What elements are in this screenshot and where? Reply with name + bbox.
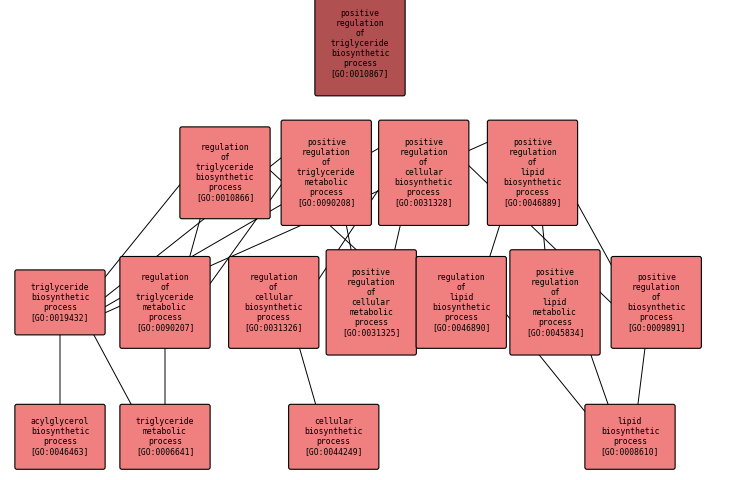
FancyBboxPatch shape — [379, 120, 469, 226]
Text: regulation
of
lipid
biosynthetic
process
[GO:0046890]: regulation of lipid biosynthetic process… — [432, 273, 490, 332]
FancyBboxPatch shape — [611, 256, 701, 348]
Text: positive
regulation
of
biosynthetic
process
[GO:0009891]: positive regulation of biosynthetic proc… — [627, 273, 686, 332]
Text: regulation
of
triglyceride
metabolic
process
[GO:0090207]: regulation of triglyceride metabolic pro… — [136, 273, 194, 332]
Text: triglyceride
biosynthetic
process
[GO:0019432]: triglyceride biosynthetic process [GO:00… — [31, 283, 89, 322]
FancyBboxPatch shape — [315, 0, 405, 96]
FancyBboxPatch shape — [416, 256, 506, 348]
Text: positive
regulation
of
triglyceride
metabolic
process
[GO:0090208]: positive regulation of triglyceride meta… — [297, 138, 356, 207]
Text: positive
regulation
of
cellular
biosynthetic
process
[GO:0031328]: positive regulation of cellular biosynth… — [394, 138, 453, 207]
Text: cellular
biosynthetic
process
[GO:0044249]: cellular biosynthetic process [GO:004424… — [304, 417, 363, 456]
FancyBboxPatch shape — [15, 270, 105, 335]
FancyBboxPatch shape — [120, 256, 210, 348]
Text: positive
regulation
of
lipid
biosynthetic
process
[GO:0046889]: positive regulation of lipid biosyntheti… — [503, 138, 562, 207]
Text: triglyceride
metabolic
process
[GO:0006641]: triglyceride metabolic process [GO:00066… — [136, 417, 194, 456]
FancyBboxPatch shape — [510, 250, 600, 355]
Text: lipid
biosynthetic
process
[GO:0008610]: lipid biosynthetic process [GO:0008610] — [601, 417, 659, 456]
FancyBboxPatch shape — [488, 120, 578, 226]
FancyBboxPatch shape — [326, 250, 416, 355]
FancyBboxPatch shape — [229, 256, 319, 348]
FancyBboxPatch shape — [180, 127, 270, 219]
FancyBboxPatch shape — [585, 404, 675, 469]
FancyBboxPatch shape — [289, 404, 379, 469]
FancyBboxPatch shape — [281, 120, 371, 226]
Text: positive
regulation
of
lipid
metabolic
process
[GO:0045834]: positive regulation of lipid metabolic p… — [526, 268, 584, 337]
Text: positive
regulation
of
cellular
metabolic
process
[GO:0031325]: positive regulation of cellular metaboli… — [342, 268, 400, 337]
FancyBboxPatch shape — [120, 404, 210, 469]
Text: positive
regulation
of
triglyceride
biosynthetic
process
[GO:0010867]: positive regulation of triglyceride bios… — [331, 9, 389, 78]
Text: regulation
of
cellular
biosynthetic
process
[GO:0031326]: regulation of cellular biosynthetic proc… — [244, 273, 303, 332]
Text: acylglycerol
biosynthetic
process
[GO:0046463]: acylglycerol biosynthetic process [GO:00… — [31, 417, 89, 456]
Text: regulation
of
triglyceride
biosynthetic
process
[GO:0010866]: regulation of triglyceride biosynthetic … — [196, 143, 254, 203]
FancyBboxPatch shape — [15, 404, 105, 469]
